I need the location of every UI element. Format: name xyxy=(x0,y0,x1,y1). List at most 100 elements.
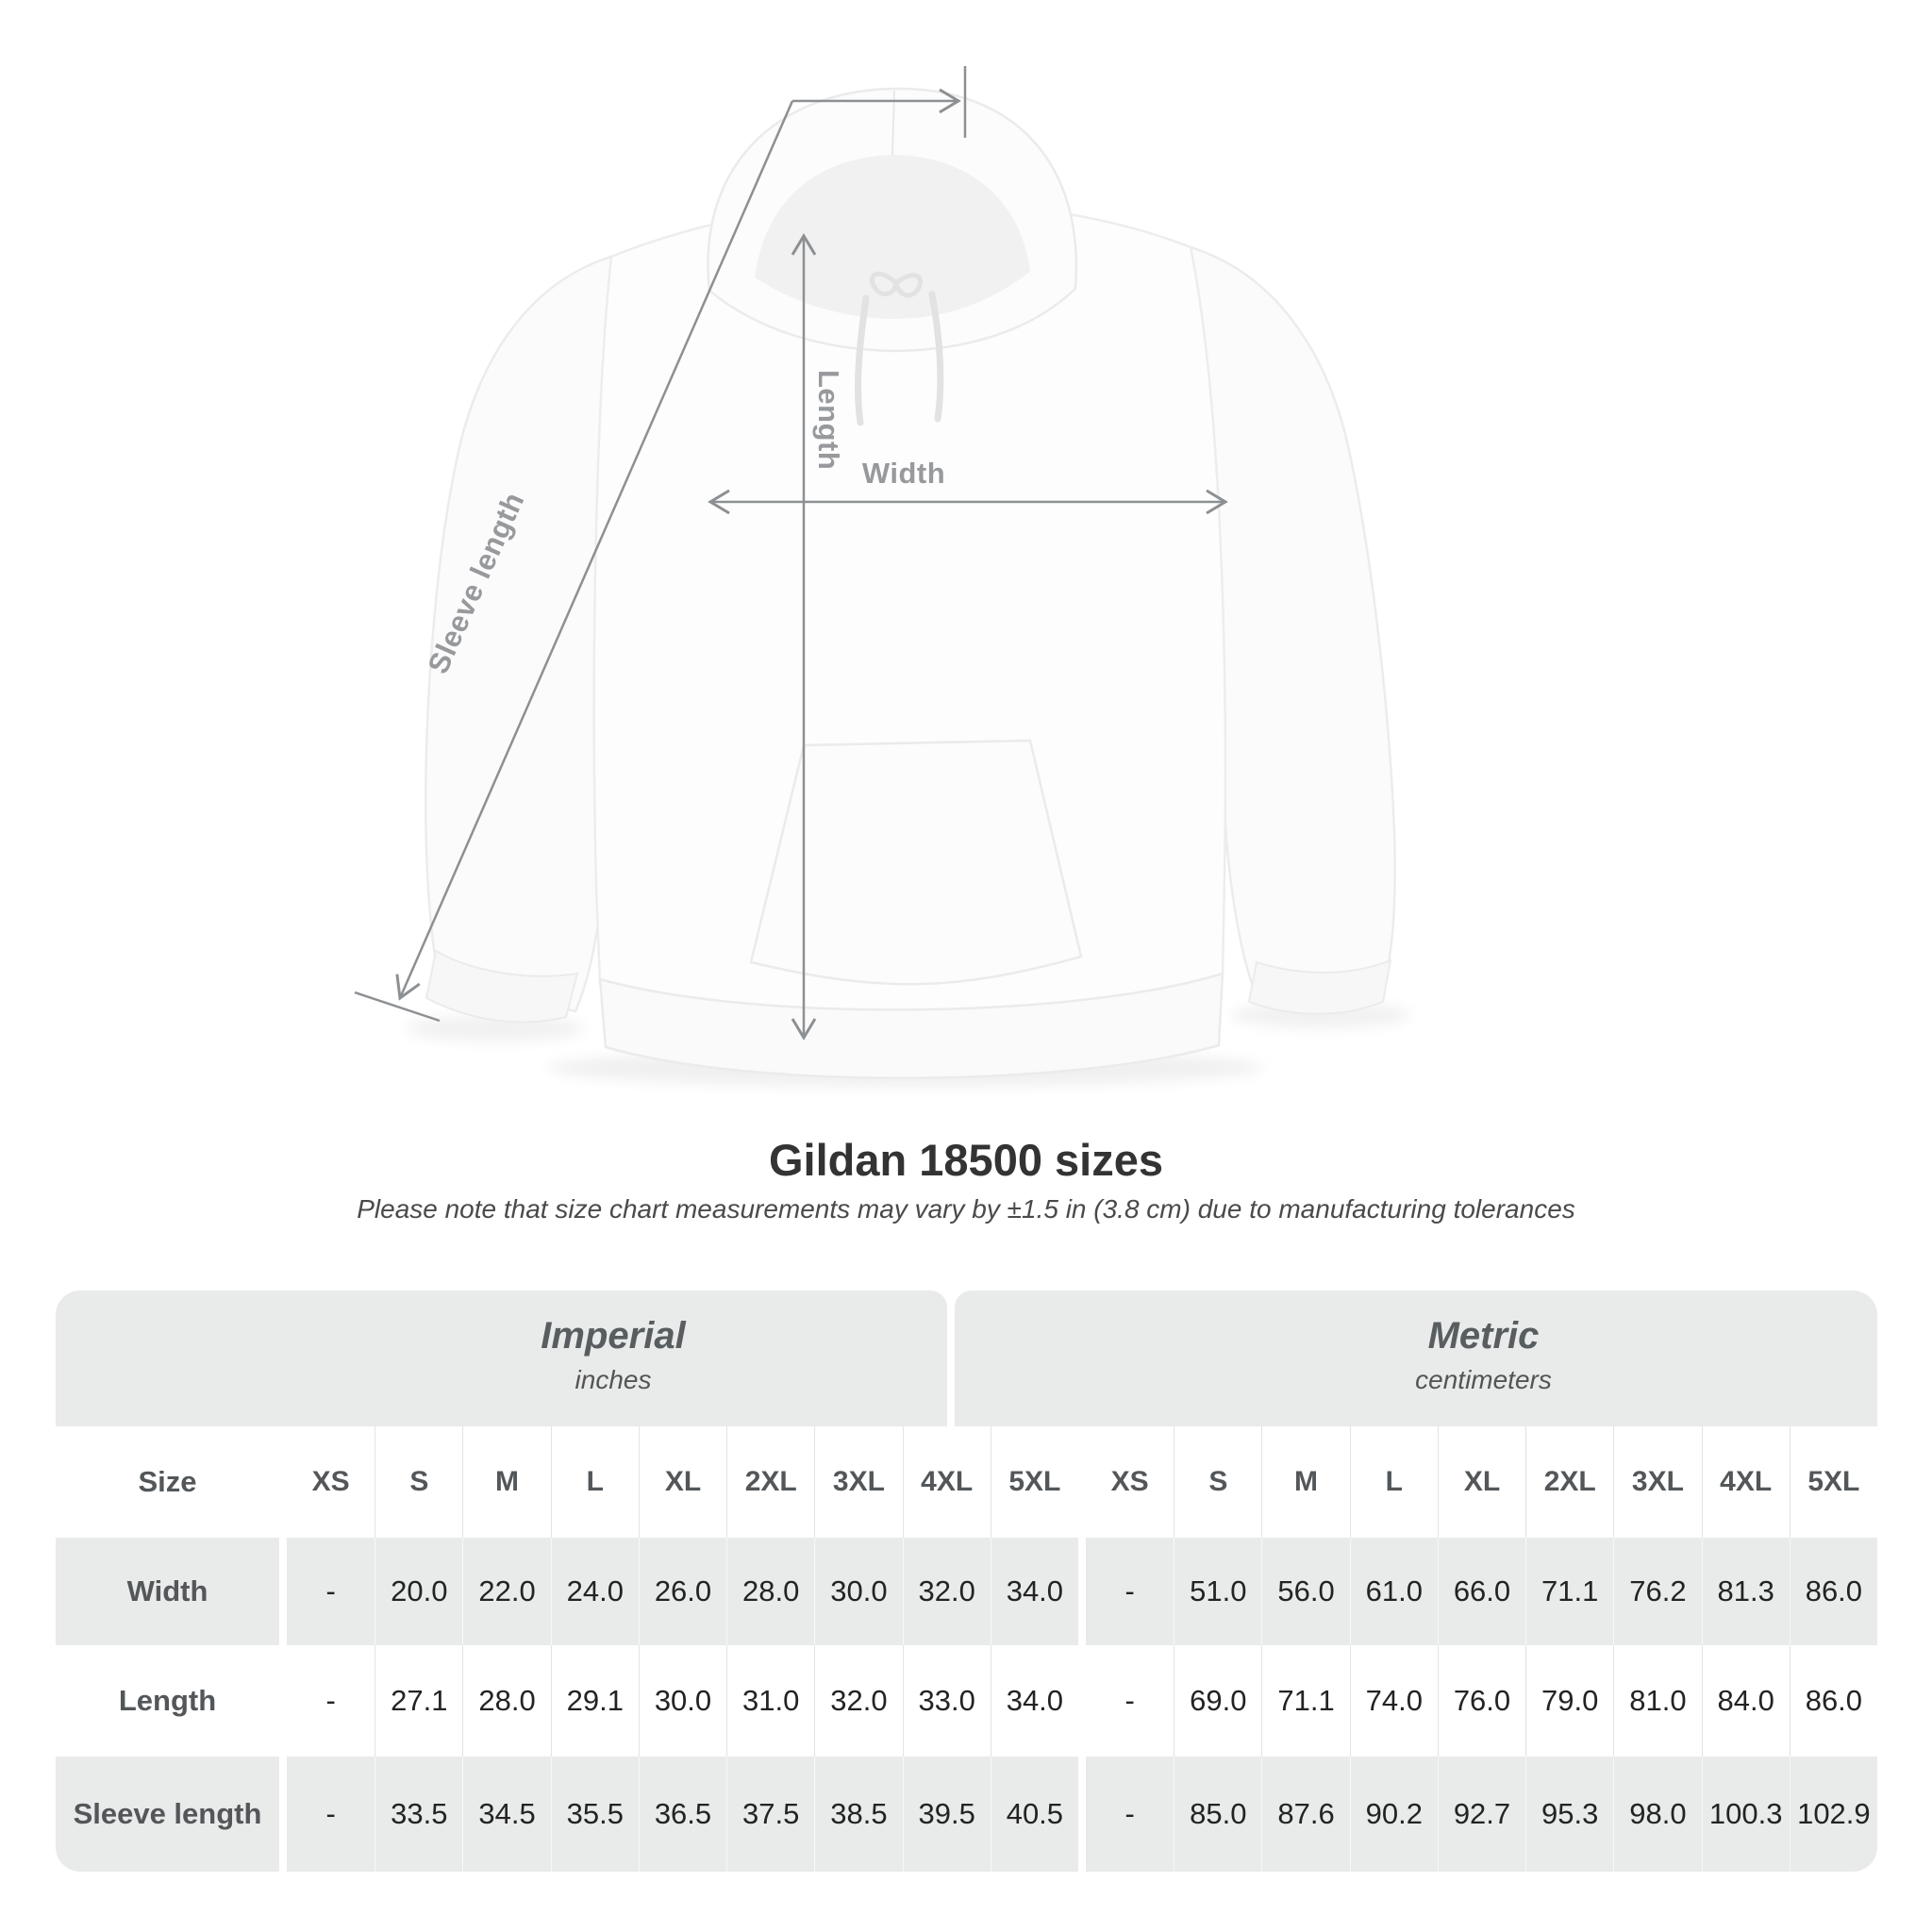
metric-size-2xl: 2XL xyxy=(1525,1426,1613,1538)
length-measure-arrow-up xyxy=(791,233,817,256)
cell: 79.0 xyxy=(1525,1645,1613,1757)
cell: 28.0 xyxy=(726,1538,815,1645)
cell: 74.0 xyxy=(1349,1645,1438,1757)
unit-band-row: Imperial inches Metric centimeters xyxy=(56,1291,1877,1426)
cell: 56.0 xyxy=(1261,1538,1350,1645)
imperial-size-m: M xyxy=(462,1426,550,1538)
cell: - xyxy=(287,1757,375,1872)
width-measure-arrow-right xyxy=(1206,489,1228,515)
metric-band: Metric centimeters xyxy=(955,1291,1877,1426)
length-measure-label: Length xyxy=(812,370,845,471)
cell: 102.9 xyxy=(1789,1757,1877,1872)
hoodie-illustration xyxy=(406,87,1410,1087)
size-header-row: Size XS S M L XL 2XL 3XL 4XL 5XL XS S M … xyxy=(56,1426,1877,1538)
cell: 71.1 xyxy=(1525,1538,1614,1645)
cell: 32.0 xyxy=(814,1645,902,1757)
table-row-length: Length - 27.1 28.0 29.1 30.0 31.0 32.0 3… xyxy=(56,1645,1877,1757)
cell: 34.0 xyxy=(990,1645,1078,1757)
row-label-width: Width xyxy=(56,1538,279,1645)
cell: 71.1 xyxy=(1261,1645,1349,1757)
cell: 76.0 xyxy=(1437,1645,1525,1757)
cell: 36.5 xyxy=(638,1757,727,1872)
table-row-width: Width - 20.0 22.0 24.0 26.0 28.0 30.0 32… xyxy=(56,1538,1877,1645)
cell: 81.0 xyxy=(1613,1645,1701,1757)
cell: 69.0 xyxy=(1174,1645,1261,1757)
cell: - xyxy=(1085,1757,1174,1872)
length-measure-arrow-down xyxy=(791,1018,817,1041)
cell: 92.7 xyxy=(1437,1757,1526,1872)
cell: 84.0 xyxy=(1701,1645,1790,1757)
cell: 28.0 xyxy=(462,1645,550,1757)
measurement-lines xyxy=(354,66,1228,1041)
metric-size-m: M xyxy=(1261,1426,1349,1538)
metric-size-s: S xyxy=(1174,1426,1261,1538)
cell: 35.5 xyxy=(550,1757,639,1872)
table-row-sleeve-length: Sleeve length - 33.5 34.5 35.5 36.5 37.5… xyxy=(56,1757,1877,1872)
cell: 95.3 xyxy=(1525,1757,1614,1872)
cell: - xyxy=(325,1684,336,1717)
imperial-band-unit: inches xyxy=(575,1364,652,1394)
sleeve-measure-cuff-tick xyxy=(354,991,441,1023)
imperial-size-xl: XL xyxy=(638,1426,726,1538)
cell: 26.0 xyxy=(638,1538,727,1645)
cell: 66.0 xyxy=(1437,1538,1526,1645)
sleeve-measure-diagonal xyxy=(398,100,794,999)
size-table: Imperial inches Metric centimeters Size … xyxy=(56,1291,1877,1872)
metric-size-xl: XL xyxy=(1437,1426,1525,1538)
imperial-band: Imperial inches xyxy=(56,1291,947,1426)
cell: 61.0 xyxy=(1349,1538,1438,1645)
hoodie-diagram xyxy=(354,66,1410,1087)
cell: - xyxy=(1124,1684,1135,1717)
cell: 38.5 xyxy=(814,1757,903,1872)
imperial-size-5xl: 5XL xyxy=(990,1426,1078,1538)
cell: 32.0 xyxy=(902,1538,991,1645)
cell: 20.0 xyxy=(375,1538,463,1645)
cell: - xyxy=(287,1538,375,1645)
hoodie-pocket xyxy=(749,739,1083,986)
cell: 86.0 xyxy=(1789,1538,1877,1645)
cell: 33.0 xyxy=(902,1645,991,1757)
cell: 29.1 xyxy=(550,1645,639,1757)
width-measure-arrow-left xyxy=(708,489,730,515)
hoodie-drawstrings xyxy=(855,271,944,426)
cell: 34.0 xyxy=(990,1538,1078,1645)
metric-band-label: Metric xyxy=(1427,1314,1540,1357)
cell: 85.0 xyxy=(1174,1757,1262,1872)
imperial-size-2xl: 2XL xyxy=(726,1426,814,1538)
cell: 40.5 xyxy=(990,1757,1078,1872)
metric-size-3xl: 3XL xyxy=(1613,1426,1701,1538)
band-divider xyxy=(947,1291,955,1426)
cell: 87.6 xyxy=(1261,1757,1350,1872)
cell: 24.0 xyxy=(550,1538,639,1645)
width-measure-label: Width xyxy=(861,457,946,490)
cell: - xyxy=(1085,1538,1174,1645)
cell: 37.5 xyxy=(726,1757,815,1872)
imperial-size-l: L xyxy=(550,1426,639,1538)
cell: 98.0 xyxy=(1613,1757,1702,1872)
hoodie-hood-opening xyxy=(755,155,1030,319)
metric-size-l: L xyxy=(1349,1426,1438,1538)
imperial-band-label: Imperial xyxy=(541,1314,686,1357)
metric-size-4xl: 4XL xyxy=(1701,1426,1790,1538)
row-label-length: Length xyxy=(118,1684,217,1717)
cell: 39.5 xyxy=(902,1757,991,1872)
hoodie-left-cuff xyxy=(425,949,579,1024)
metric-size-5xl: 5XL xyxy=(1789,1426,1877,1538)
metric-band-unit: centimeters xyxy=(1415,1364,1552,1394)
imperial-size-s: S xyxy=(375,1426,462,1538)
imperial-size-xs: XS xyxy=(311,1466,350,1497)
cell: 33.5 xyxy=(375,1757,463,1872)
size-column-header: Size xyxy=(138,1465,197,1498)
cell: 30.0 xyxy=(638,1645,726,1757)
cell: 30.0 xyxy=(814,1538,903,1645)
sleeve-measure-arrow-right xyxy=(939,88,961,114)
cell: 34.5 xyxy=(462,1757,551,1872)
page-title: Gildan 18500 sizes xyxy=(768,1135,1164,1185)
row-label-sleeve-length: Sleeve length xyxy=(56,1757,279,1872)
imperial-size-3xl: 3XL xyxy=(814,1426,902,1538)
cell: 90.2 xyxy=(1349,1757,1438,1872)
imperial-size-4xl: 4XL xyxy=(902,1426,991,1538)
tolerance-note: Please note that size chart measurements… xyxy=(357,1194,1575,1224)
cell: 22.0 xyxy=(462,1538,551,1645)
